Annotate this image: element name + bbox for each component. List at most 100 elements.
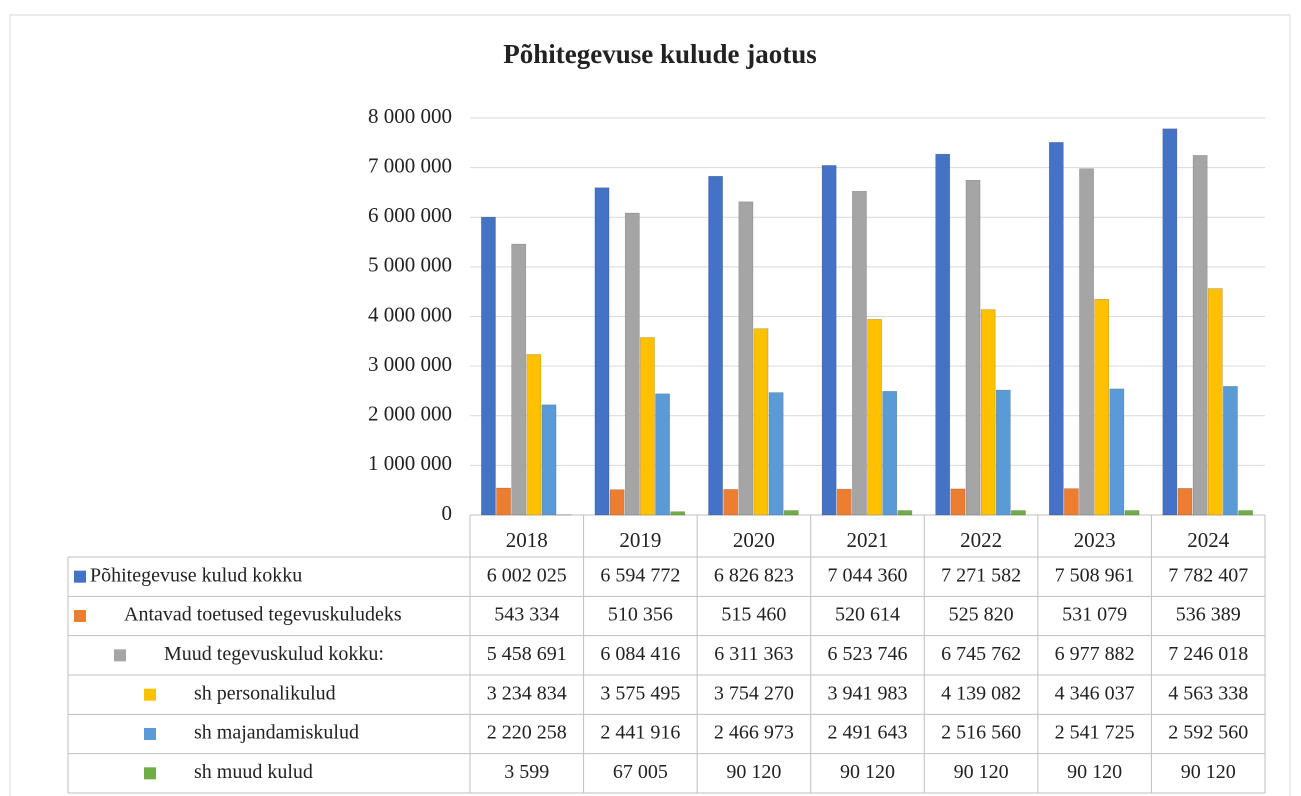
legend-label: Antavad toetused tegevuskuludeks [124, 604, 402, 626]
table-cell: 4 139 082 [941, 682, 1021, 704]
table-cell: 6 977 882 [1055, 643, 1135, 665]
legend-label: Muud tegevuskulud kokku: [164, 643, 384, 665]
bar [1064, 488, 1079, 516]
legend-key [74, 570, 86, 583]
bar [1192, 155, 1208, 516]
bar [1109, 388, 1125, 516]
x-tick-label: 2021 [847, 528, 889, 552]
table-cell: 2 491 643 [828, 722, 908, 744]
table-cell: 6 594 772 [600, 564, 680, 586]
bar [594, 187, 610, 516]
table-cell: 7 246 018 [1168, 643, 1248, 665]
bar [1223, 386, 1238, 516]
table-cell: 2 220 258 [487, 722, 567, 744]
bar [708, 175, 723, 516]
legend-label: sh muud kulud [194, 761, 313, 783]
legend-label: sh majandamiskulud [194, 722, 359, 744]
x-tick-label: 2022 [960, 528, 1002, 552]
table-cell: 90 120 [1181, 761, 1236, 783]
table-cell: 4 346 037 [1055, 682, 1135, 704]
table-cell: 520 614 [835, 604, 900, 626]
table-cell: 7 271 582 [941, 564, 1021, 586]
bar [836, 488, 852, 516]
table-cell: 543 334 [494, 604, 559, 626]
table-cell: 2 592 560 [1168, 722, 1248, 744]
table-cell: 3 575 495 [600, 682, 680, 704]
bar [867, 319, 882, 516]
bar [897, 510, 913, 516]
chart-title: Põhitegevuse kulude jaotus [503, 39, 817, 69]
y-tick-label: 0 [442, 501, 453, 525]
table-cell: 6 311 363 [714, 643, 793, 665]
bar [1011, 510, 1026, 516]
table-cell: 90 120 [954, 761, 1009, 783]
bar [670, 511, 686, 516]
table-cell: 6 826 823 [714, 564, 794, 586]
x-tick-label: 2020 [733, 528, 775, 552]
bar [935, 153, 951, 516]
y-tick-label: 2 000 000 [368, 402, 452, 426]
table-cell: 67 005 [613, 761, 668, 783]
legend-key [114, 649, 126, 662]
bar [1177, 488, 1193, 516]
bar [609, 489, 625, 516]
bar [738, 201, 754, 516]
legend-key [144, 688, 156, 701]
table-cell: 3 234 834 [487, 682, 567, 704]
bar [783, 510, 799, 516]
legend-key [144, 728, 156, 740]
table-cell: 2 541 725 [1055, 722, 1135, 744]
table-cell: 6 745 762 [941, 643, 1021, 665]
bar [1207, 288, 1223, 516]
y-tick-label: 5 000 000 [368, 253, 452, 277]
table-cell: 6 002 025 [487, 564, 567, 586]
legend-key [144, 767, 156, 780]
x-tick-label: 2019 [619, 528, 661, 552]
bar [1238, 510, 1253, 516]
bar [624, 212, 640, 516]
bar [980, 309, 996, 516]
bar [640, 337, 655, 516]
bar [1048, 142, 1064, 516]
table-cell: 3 754 270 [714, 682, 794, 704]
y-tick-label: 3 000 000 [368, 352, 452, 376]
bar [1094, 299, 1110, 516]
bar [821, 165, 837, 516]
bar [1162, 128, 1178, 516]
table-cell: 536 389 [1176, 604, 1241, 626]
legend-label: sh personalikulud [194, 682, 336, 704]
table-cell: 7 782 407 [1168, 564, 1248, 586]
bar [882, 391, 898, 516]
bar [753, 328, 769, 516]
x-tick-label: 2018 [506, 528, 548, 552]
bar [950, 488, 966, 516]
bar [541, 404, 557, 516]
table-cell: 90 120 [1067, 761, 1122, 783]
table-cell: 6 523 746 [828, 643, 908, 665]
bar [511, 243, 527, 516]
y-tick-label: 1 000 000 [368, 451, 452, 475]
x-tick-label: 2024 [1187, 528, 1230, 552]
table-cell: 2 466 973 [714, 722, 794, 744]
table-cell: 525 820 [949, 604, 1014, 626]
bar [723, 489, 739, 516]
table-cell: 6 084 416 [600, 643, 680, 665]
bar [852, 190, 867, 516]
table-cell: 7 044 360 [828, 564, 908, 586]
bar [1079, 168, 1094, 516]
table-cell: 510 356 [608, 604, 673, 626]
table-cell: 2 441 916 [600, 722, 680, 744]
bar [995, 389, 1011, 516]
bar [496, 487, 511, 516]
bar [655, 393, 670, 516]
bar [481, 216, 496, 516]
y-tick-label: 6 000 000 [368, 203, 452, 227]
legend-label: Põhitegevuse kulud kokku [90, 564, 302, 586]
bar [1124, 510, 1140, 516]
table-cell: 7 508 961 [1055, 564, 1135, 586]
table-cell: 4 563 338 [1168, 682, 1248, 704]
table-cell: 90 120 [840, 761, 895, 783]
table-cell: 531 079 [1062, 604, 1127, 626]
table-cell: 2 516 560 [941, 722, 1021, 744]
